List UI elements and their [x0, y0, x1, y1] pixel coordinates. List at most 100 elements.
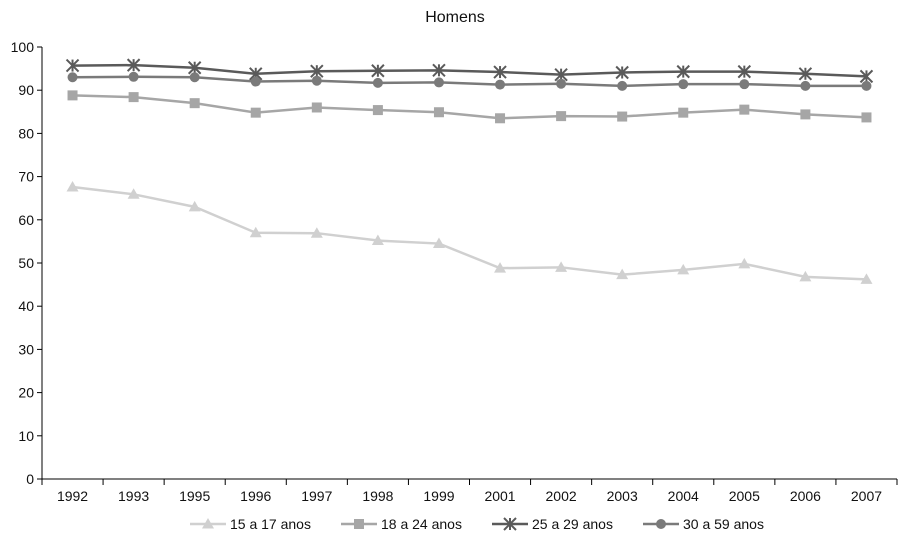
data-point: [250, 76, 261, 87]
series-line: [72, 94, 867, 120]
data-point: [617, 111, 628, 122]
data-point: [739, 104, 750, 115]
data-point: [678, 79, 689, 90]
legend-marker: [656, 519, 666, 529]
data-point: [861, 80, 872, 91]
data-point: [187, 61, 202, 75]
data-point: [799, 270, 812, 282]
data-point: [67, 72, 78, 83]
data-point: [738, 257, 751, 269]
data-point: [555, 261, 568, 272]
y-tick-label: 60: [18, 212, 34, 228]
data-point: [493, 65, 507, 79]
x-tick-label: 1995: [179, 488, 210, 504]
y-tick-label: 100: [11, 39, 35, 55]
data-point: [371, 234, 384, 246]
x-tick-label: 2005: [729, 488, 760, 504]
series-line: [72, 63, 867, 78]
y-tick-label: 80: [18, 125, 34, 141]
data-point: [495, 113, 506, 124]
data-point: [617, 80, 628, 91]
data-point: [859, 69, 874, 84]
x-tick-label: 1999: [423, 488, 454, 504]
data-point: [189, 72, 200, 83]
series-layer: [65, 58, 874, 284]
data-point: [127, 188, 140, 199]
data-point: [372, 77, 383, 88]
x-tick-label: 2006: [790, 488, 821, 504]
legend-item: 15 a 17 anos: [190, 516, 311, 532]
data-point: [556, 78, 567, 89]
data-point: [798, 67, 813, 81]
y-tick-label: 10: [18, 428, 34, 444]
data-point: [372, 105, 383, 116]
data-point: [800, 109, 811, 120]
y-tick-label: 90: [18, 82, 34, 98]
chart-title: Homens: [425, 9, 485, 26]
x-tick-label: 1992: [57, 488, 88, 504]
axes: 0 10 20 30 40 50 60 70 80 90 100 1992 1993 1995 1996 19…: [11, 39, 898, 504]
series-line: [72, 75, 867, 88]
series-3: [65, 58, 874, 84]
data-point: [494, 262, 507, 273]
data-point: [676, 64, 690, 79]
y-tick-label: 0: [26, 471, 34, 487]
data-point: [554, 67, 568, 82]
legend-marker: [354, 519, 364, 529]
data-point: [311, 102, 322, 113]
legend-marker: [202, 518, 214, 529]
data-point: [861, 112, 872, 123]
data-point: [737, 64, 752, 79]
data-point: [128, 92, 139, 103]
series-1: [66, 180, 873, 284]
data-point: [66, 180, 79, 192]
legend-item: 30 a 59 anos: [643, 516, 764, 532]
y-tick-label: 30: [18, 341, 34, 357]
x-tick-label: 2004: [668, 488, 699, 504]
data-point: [65, 58, 80, 73]
y-tick-label: 70: [18, 169, 34, 185]
data-point: [126, 58, 141, 72]
x-tick-label: 2002: [546, 488, 577, 504]
legend-label: 30 a 59 anos: [683, 516, 764, 532]
data-point: [67, 90, 78, 101]
legend-marker: [503, 517, 517, 531]
legend-label: 18 a 24 anos: [381, 516, 462, 532]
x-tick-label: 1997: [301, 488, 332, 504]
data-point: [556, 111, 567, 122]
y-tick-label: 50: [18, 255, 34, 271]
x-tick-label: 1993: [118, 488, 149, 504]
x-tick-label: 1996: [240, 488, 271, 504]
data-point: [250, 107, 261, 118]
series-4: [67, 71, 872, 91]
x-tick-label: 1998: [362, 488, 393, 504]
data-point: [433, 77, 444, 88]
data-point: [310, 64, 324, 78]
series-2: [67, 90, 872, 124]
data-point: [615, 65, 629, 80]
legend-item: 18 a 24 anos: [341, 516, 462, 532]
data-point: [678, 107, 689, 118]
legend-label: 25 a 29 anos: [532, 516, 613, 532]
x-tick-label: 2003: [607, 488, 638, 504]
data-point: [249, 226, 262, 238]
data-point: [800, 80, 811, 91]
data-point: [616, 268, 629, 280]
data-point: [739, 79, 750, 90]
data-point: [432, 237, 445, 249]
y-tick-label: 40: [18, 298, 34, 314]
x-tick-label: 2001: [484, 488, 515, 504]
data-point: [311, 75, 322, 86]
data-point: [188, 200, 201, 212]
data-point: [677, 263, 690, 275]
x-tick-label: 2007: [851, 488, 882, 504]
legend-label: 15 a 17 anos: [230, 516, 311, 532]
data-point: [433, 107, 444, 118]
data-point: [860, 273, 873, 284]
data-point: [189, 98, 200, 109]
data-point: [128, 71, 139, 82]
data-point: [495, 79, 506, 90]
data-point: [310, 227, 323, 238]
